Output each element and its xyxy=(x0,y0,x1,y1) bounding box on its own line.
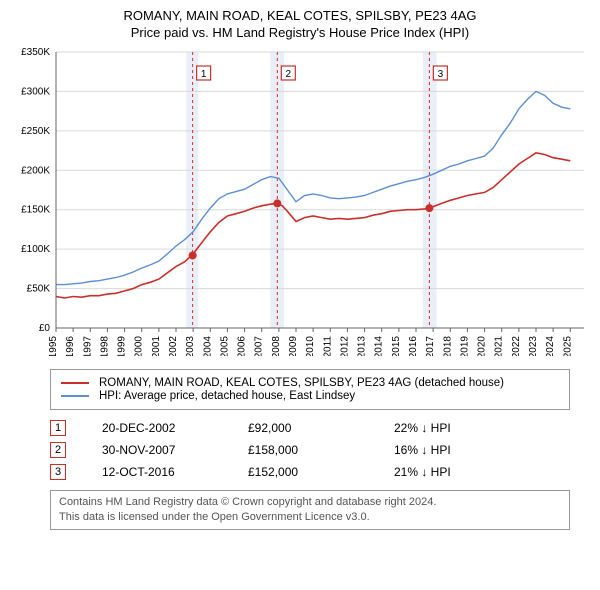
svg-text:£150K: £150K xyxy=(21,205,50,216)
svg-text:2015: 2015 xyxy=(391,336,402,356)
svg-text:1999: 1999 xyxy=(117,336,128,356)
svg-text:2013: 2013 xyxy=(357,336,368,356)
footer-attribution: Contains HM Land Registry data © Crown c… xyxy=(50,490,570,530)
svg-text:£0: £0 xyxy=(39,323,51,334)
svg-text:2009: 2009 xyxy=(288,336,299,356)
svg-text:2022: 2022 xyxy=(511,336,522,356)
svg-text:£250K: £250K xyxy=(21,126,50,137)
svg-text:2006: 2006 xyxy=(237,336,248,356)
event-date: 12-OCT-2016 xyxy=(102,465,212,479)
event-delta: 21% ↓ HPI xyxy=(394,465,451,479)
svg-text:2002: 2002 xyxy=(168,336,179,356)
svg-text:2003: 2003 xyxy=(185,336,196,356)
event-row: 3 12-OCT-2016 £152,000 21% ↓ HPI xyxy=(50,464,570,480)
event-delta: 16% ↓ HPI xyxy=(394,443,451,457)
svg-text:2019: 2019 xyxy=(459,336,470,356)
event-marker-icon: 1 xyxy=(50,420,66,436)
svg-text:£300K: £300K xyxy=(21,86,50,97)
legend-swatch xyxy=(61,395,89,397)
svg-text:2023: 2023 xyxy=(528,336,539,356)
svg-text:2000: 2000 xyxy=(134,336,145,356)
svg-text:2025: 2025 xyxy=(562,336,573,356)
svg-text:1996: 1996 xyxy=(65,336,76,356)
event-row: 2 30-NOV-2007 £158,000 16% ↓ HPI xyxy=(50,442,570,458)
legend-swatch xyxy=(61,382,89,384)
svg-text:2016: 2016 xyxy=(408,336,419,356)
chart-title-line2: Price paid vs. HM Land Registry's House … xyxy=(8,25,592,40)
svg-text:2008: 2008 xyxy=(271,336,282,356)
footer-line: Contains HM Land Registry data © Crown c… xyxy=(59,495,561,510)
svg-text:2017: 2017 xyxy=(425,336,436,356)
svg-text:2011: 2011 xyxy=(322,336,333,356)
svg-text:2001: 2001 xyxy=(151,336,162,356)
legend-item: ROMANY, MAIN ROAD, KEAL COTES, SPILSBY, … xyxy=(61,377,559,389)
svg-text:2007: 2007 xyxy=(254,336,265,356)
svg-text:1995: 1995 xyxy=(48,336,59,356)
chart-title-line1: ROMANY, MAIN ROAD, KEAL COTES, SPILSBY, … xyxy=(8,8,592,23)
svg-text:1997: 1997 xyxy=(82,336,93,356)
events-table: 1 20-DEC-2002 £92,000 22% ↓ HPI 2 30-NOV… xyxy=(50,420,570,480)
svg-text:£100K: £100K xyxy=(21,244,50,255)
event-price: £152,000 xyxy=(248,465,358,479)
svg-text:2012: 2012 xyxy=(339,336,350,356)
event-row: 1 20-DEC-2002 £92,000 22% ↓ HPI xyxy=(50,420,570,436)
svg-text:1998: 1998 xyxy=(99,336,110,356)
svg-text:1: 1 xyxy=(201,69,207,80)
footer-line: This data is licensed under the Open Gov… xyxy=(59,510,561,525)
svg-text:2005: 2005 xyxy=(219,336,230,356)
legend-item: HPI: Average price, detached house, East… xyxy=(61,390,559,402)
event-delta: 22% ↓ HPI xyxy=(394,421,451,435)
legend: ROMANY, MAIN ROAD, KEAL COTES, SPILSBY, … xyxy=(50,369,570,410)
event-price: £158,000 xyxy=(248,443,358,457)
svg-text:2018: 2018 xyxy=(442,336,453,356)
svg-text:3: 3 xyxy=(438,69,444,80)
svg-text:2004: 2004 xyxy=(202,336,213,356)
svg-text:2014: 2014 xyxy=(374,336,385,356)
event-price: £92,000 xyxy=(248,421,358,435)
svg-text:£350K: £350K xyxy=(21,47,50,58)
event-marker-icon: 2 xyxy=(50,442,66,458)
price-chart: £0 £50K £100K £150K £200K £250K £300K £350K 1995… xyxy=(8,46,592,356)
event-date: 20-DEC-2002 xyxy=(102,421,212,435)
svg-text:£200K: £200K xyxy=(21,165,50,176)
svg-text:£50K: £50K xyxy=(27,284,51,295)
legend-label: HPI: Average price, detached house, East… xyxy=(99,390,355,402)
event-date: 30-NOV-2007 xyxy=(102,443,212,457)
svg-text:2: 2 xyxy=(286,69,292,80)
event-marker-icon: 3 xyxy=(50,464,66,480)
chart-title-block: ROMANY, MAIN ROAD, KEAL COTES, SPILSBY, … xyxy=(8,8,592,40)
svg-text:2024: 2024 xyxy=(545,336,556,356)
svg-text:2020: 2020 xyxy=(477,336,488,356)
legend-label: ROMANY, MAIN ROAD, KEAL COTES, SPILSBY, … xyxy=(99,377,504,389)
chart-area: £0 £50K £100K £150K £200K £250K £300K £350K 1995… xyxy=(8,46,592,361)
svg-text:2010: 2010 xyxy=(305,336,316,356)
svg-text:2021: 2021 xyxy=(494,336,505,356)
